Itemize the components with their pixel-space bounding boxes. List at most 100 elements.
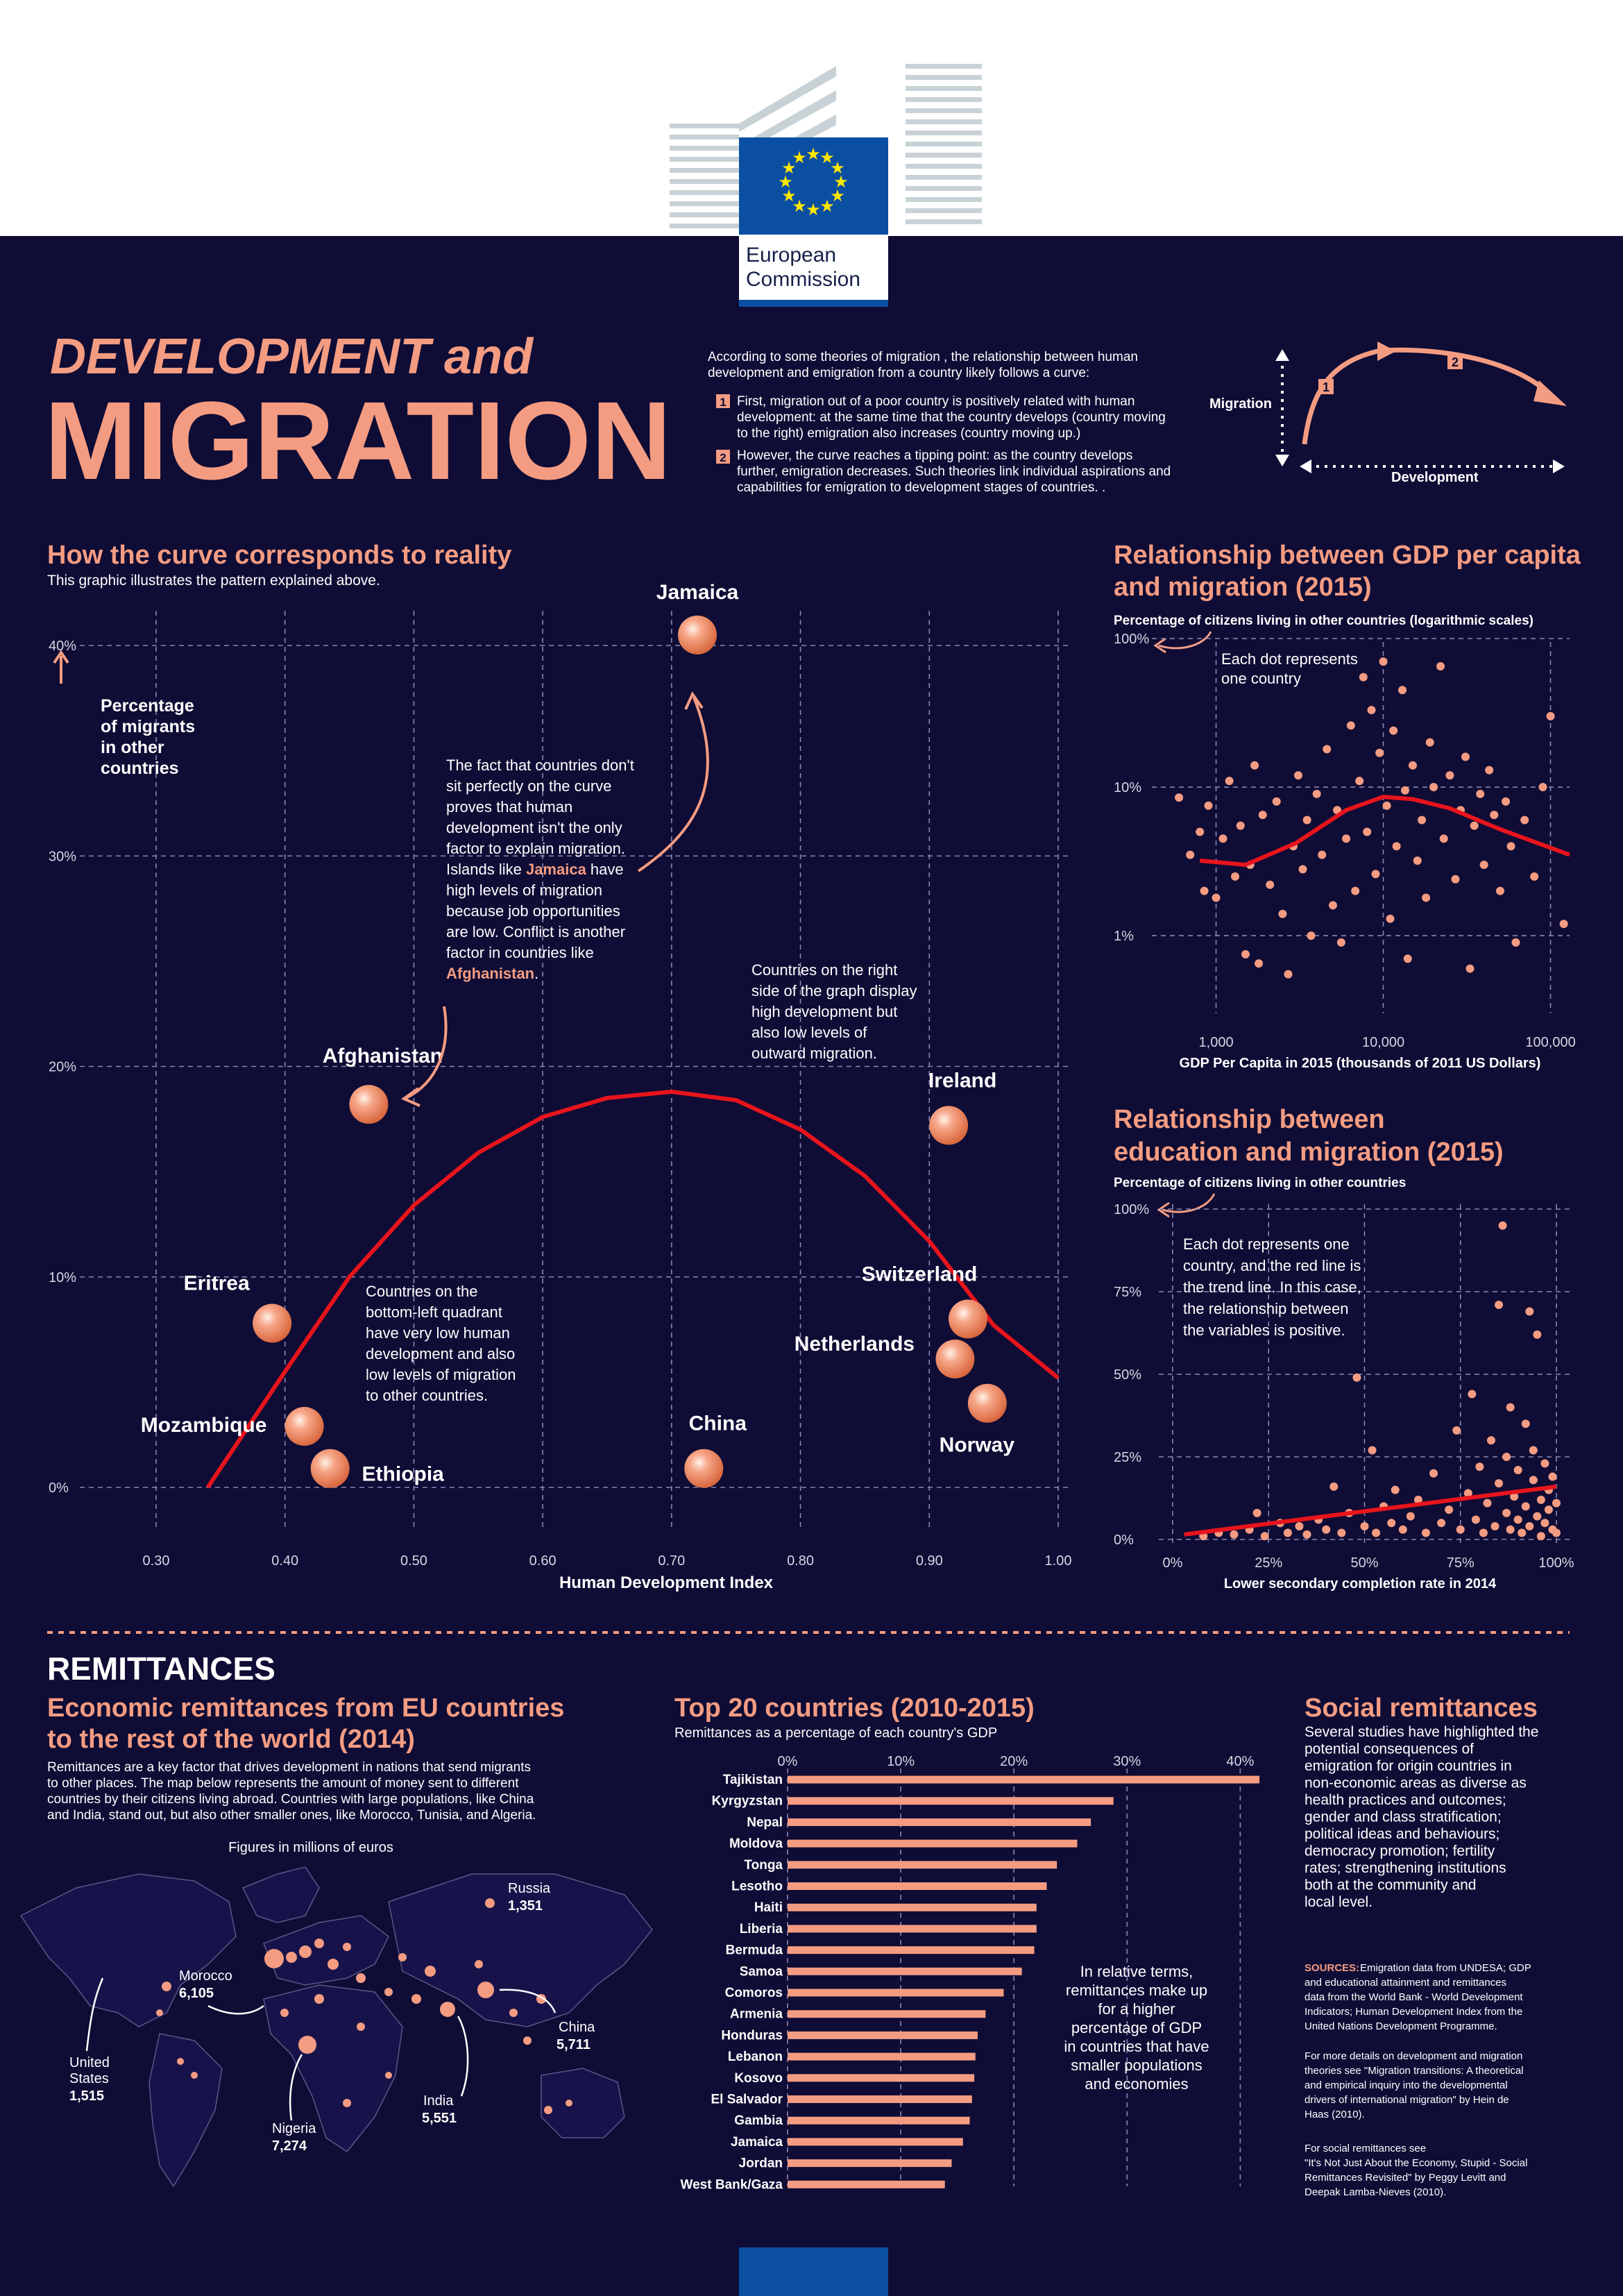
gdp-point [1386,914,1395,923]
annotation-jamaica-line-10: factor in countries like [446,944,594,961]
gdp-point [1511,938,1520,947]
curve-y-tick: 0% [49,1480,69,1496]
annotation-jamaica-line-2: sit perfectly on the curve [446,777,611,795]
edu-point [1352,1373,1361,1382]
footer-blue-block [739,2247,888,2296]
bar-x-tick: 30% [1113,1754,1141,1769]
edu-point [1456,1525,1465,1534]
gdp-point [1355,777,1364,786]
edu-point [1360,1521,1369,1530]
edu-point [1475,1462,1484,1471]
intro-num-1: 1 [720,396,726,409]
gdp-point [1413,856,1422,865]
annotation-arrow-jamaica [637,697,710,872]
map-text: Remittances are a key factor that drives… [47,1760,536,1823]
gdp-point [1312,789,1321,798]
social-text-line-8: democracy promotion; fertility [1305,1843,1495,1859]
more-text: For more details on development and migr… [1305,2050,1524,2120]
top20-note-line-2: remittances make up [1066,1982,1207,1999]
gdp-point [1520,816,1529,825]
map-title-1: Economic remittances from EU countries [47,1694,564,1723]
edu-point [1283,1528,1292,1537]
gdp-point [1451,875,1460,884]
social-text: Several studies have highlighted thepote… [1305,1724,1538,1910]
gdp-point [1336,938,1345,947]
social-text-line-7: political ideas and behaviours; [1305,1826,1499,1842]
gdp-title-2: and migration (2015) [1114,573,1372,602]
ec-logo: ★★★ ★★★ ★★★ ★★★ European Commission [670,64,982,307]
social-title: Social remittances [1305,1694,1538,1723]
social-text-line-1: Several studies have highlighted the [1305,1724,1538,1740]
top20-subtitle: Remittances as a percentage of each coun… [674,1725,997,1741]
social-ref-line-1: For social remittances see [1305,2143,1426,2154]
gdp-point [1200,886,1209,895]
gdp-point [1408,761,1417,770]
edu-x-tick: 0% [1163,1555,1183,1571]
edu-point [1518,1528,1527,1537]
edu-point [1529,1476,1538,1485]
curve-x-tick: 1.00 [1045,1553,1072,1569]
gdp-point [1490,811,1499,820]
bar-x-tick: 0% [778,1754,798,1769]
bar-label: Bermuda [726,1943,783,1958]
social-text-line-10: both at the community and [1305,1877,1476,1893]
annotation-jamaica-line-1: The fact that countries don't [446,757,634,774]
gdp-point [1241,949,1250,959]
bar-label: Tajikistan [723,1773,783,1787]
intro-lead-1: According to some theories of migration … [708,350,1138,364]
social-text-line-3: emigration for origin countries in [1305,1758,1512,1774]
top20-note-line-7: and economies [1085,2075,1188,2093]
gdp-point [1375,748,1384,757]
edu-point [1230,1530,1239,1539]
curve-y-tick: 10% [49,1270,76,1285]
curve-y-label-2: of migrants [101,717,195,736]
more-text-line-2: theories see "Migration transitions: A t… [1305,2065,1524,2077]
edu-y-tick: 0% [1114,1533,1134,1548]
social-ref-line-2: "It's Not Just About the Economy, Stupid… [1305,2157,1527,2169]
svg-text:★: ★ [806,200,821,219]
gdp-point [1272,797,1281,806]
map-text-1: Remittances are a key factor that drives… [47,1760,531,1775]
curve-point-norway [967,1383,1007,1423]
gdp-point [1231,872,1240,881]
gdp-point [1204,801,1213,810]
edu-note-line-3: the trend line. In this case, [1183,1278,1361,1296]
curve-point-china [684,1449,724,1488]
gdp-point [1400,786,1409,795]
map-label-nigeria: Nigeria [272,2121,316,2136]
gdp-point [1382,801,1391,810]
social-ref-text: For social remittances see "It's Not Just… [1305,2143,1527,2198]
intro-p1-3: to the right) emigration also increases … [737,426,1080,441]
intro-p1-1: First, migration out of a poor country i… [737,394,1135,409]
gdp-point [1196,827,1205,836]
annotation-arrow-afghanistan [405,1006,448,1099]
edu-point [1536,1495,1545,1504]
bar-kosovo [788,2074,975,2082]
gdp-note-1: Each dot represents [1221,650,1358,668]
bar-label: Lesotho [731,1880,783,1894]
edu-point [1513,1466,1522,1475]
edu-point [1252,1508,1261,1517]
gdp-point [1422,893,1431,902]
bar-bermuda [788,1946,1035,1955]
curve-points: Jamaica Afghanistan Ireland Eritrea Switzerl… [141,581,1014,1488]
gdp-point [1470,821,1479,830]
more-text-line-5: Haas (2010). [1305,2109,1365,2120]
edu-point [1540,1519,1549,1528]
gdp-point [1485,766,1494,775]
edu-point [1452,1426,1461,1435]
curve-point-switzerland [949,1299,987,1339]
edu-point [1471,1515,1480,1524]
gdp-point [1323,745,1332,754]
bar-rects [788,1775,1260,2188]
diagram-x-label: Development [1391,470,1479,485]
bar-gridlines [787,1769,1241,2186]
curve-point-ireland [929,1106,969,1145]
gdp-point [1371,870,1380,879]
svg-text:★: ★ [819,148,835,167]
intro-p2-2: further, emigration decreases. Such theo… [737,464,1171,479]
more-text-line-1: For more details on development and migr… [1305,2050,1522,2062]
annotation-right-line-5: outward migration. [751,1045,877,1062]
